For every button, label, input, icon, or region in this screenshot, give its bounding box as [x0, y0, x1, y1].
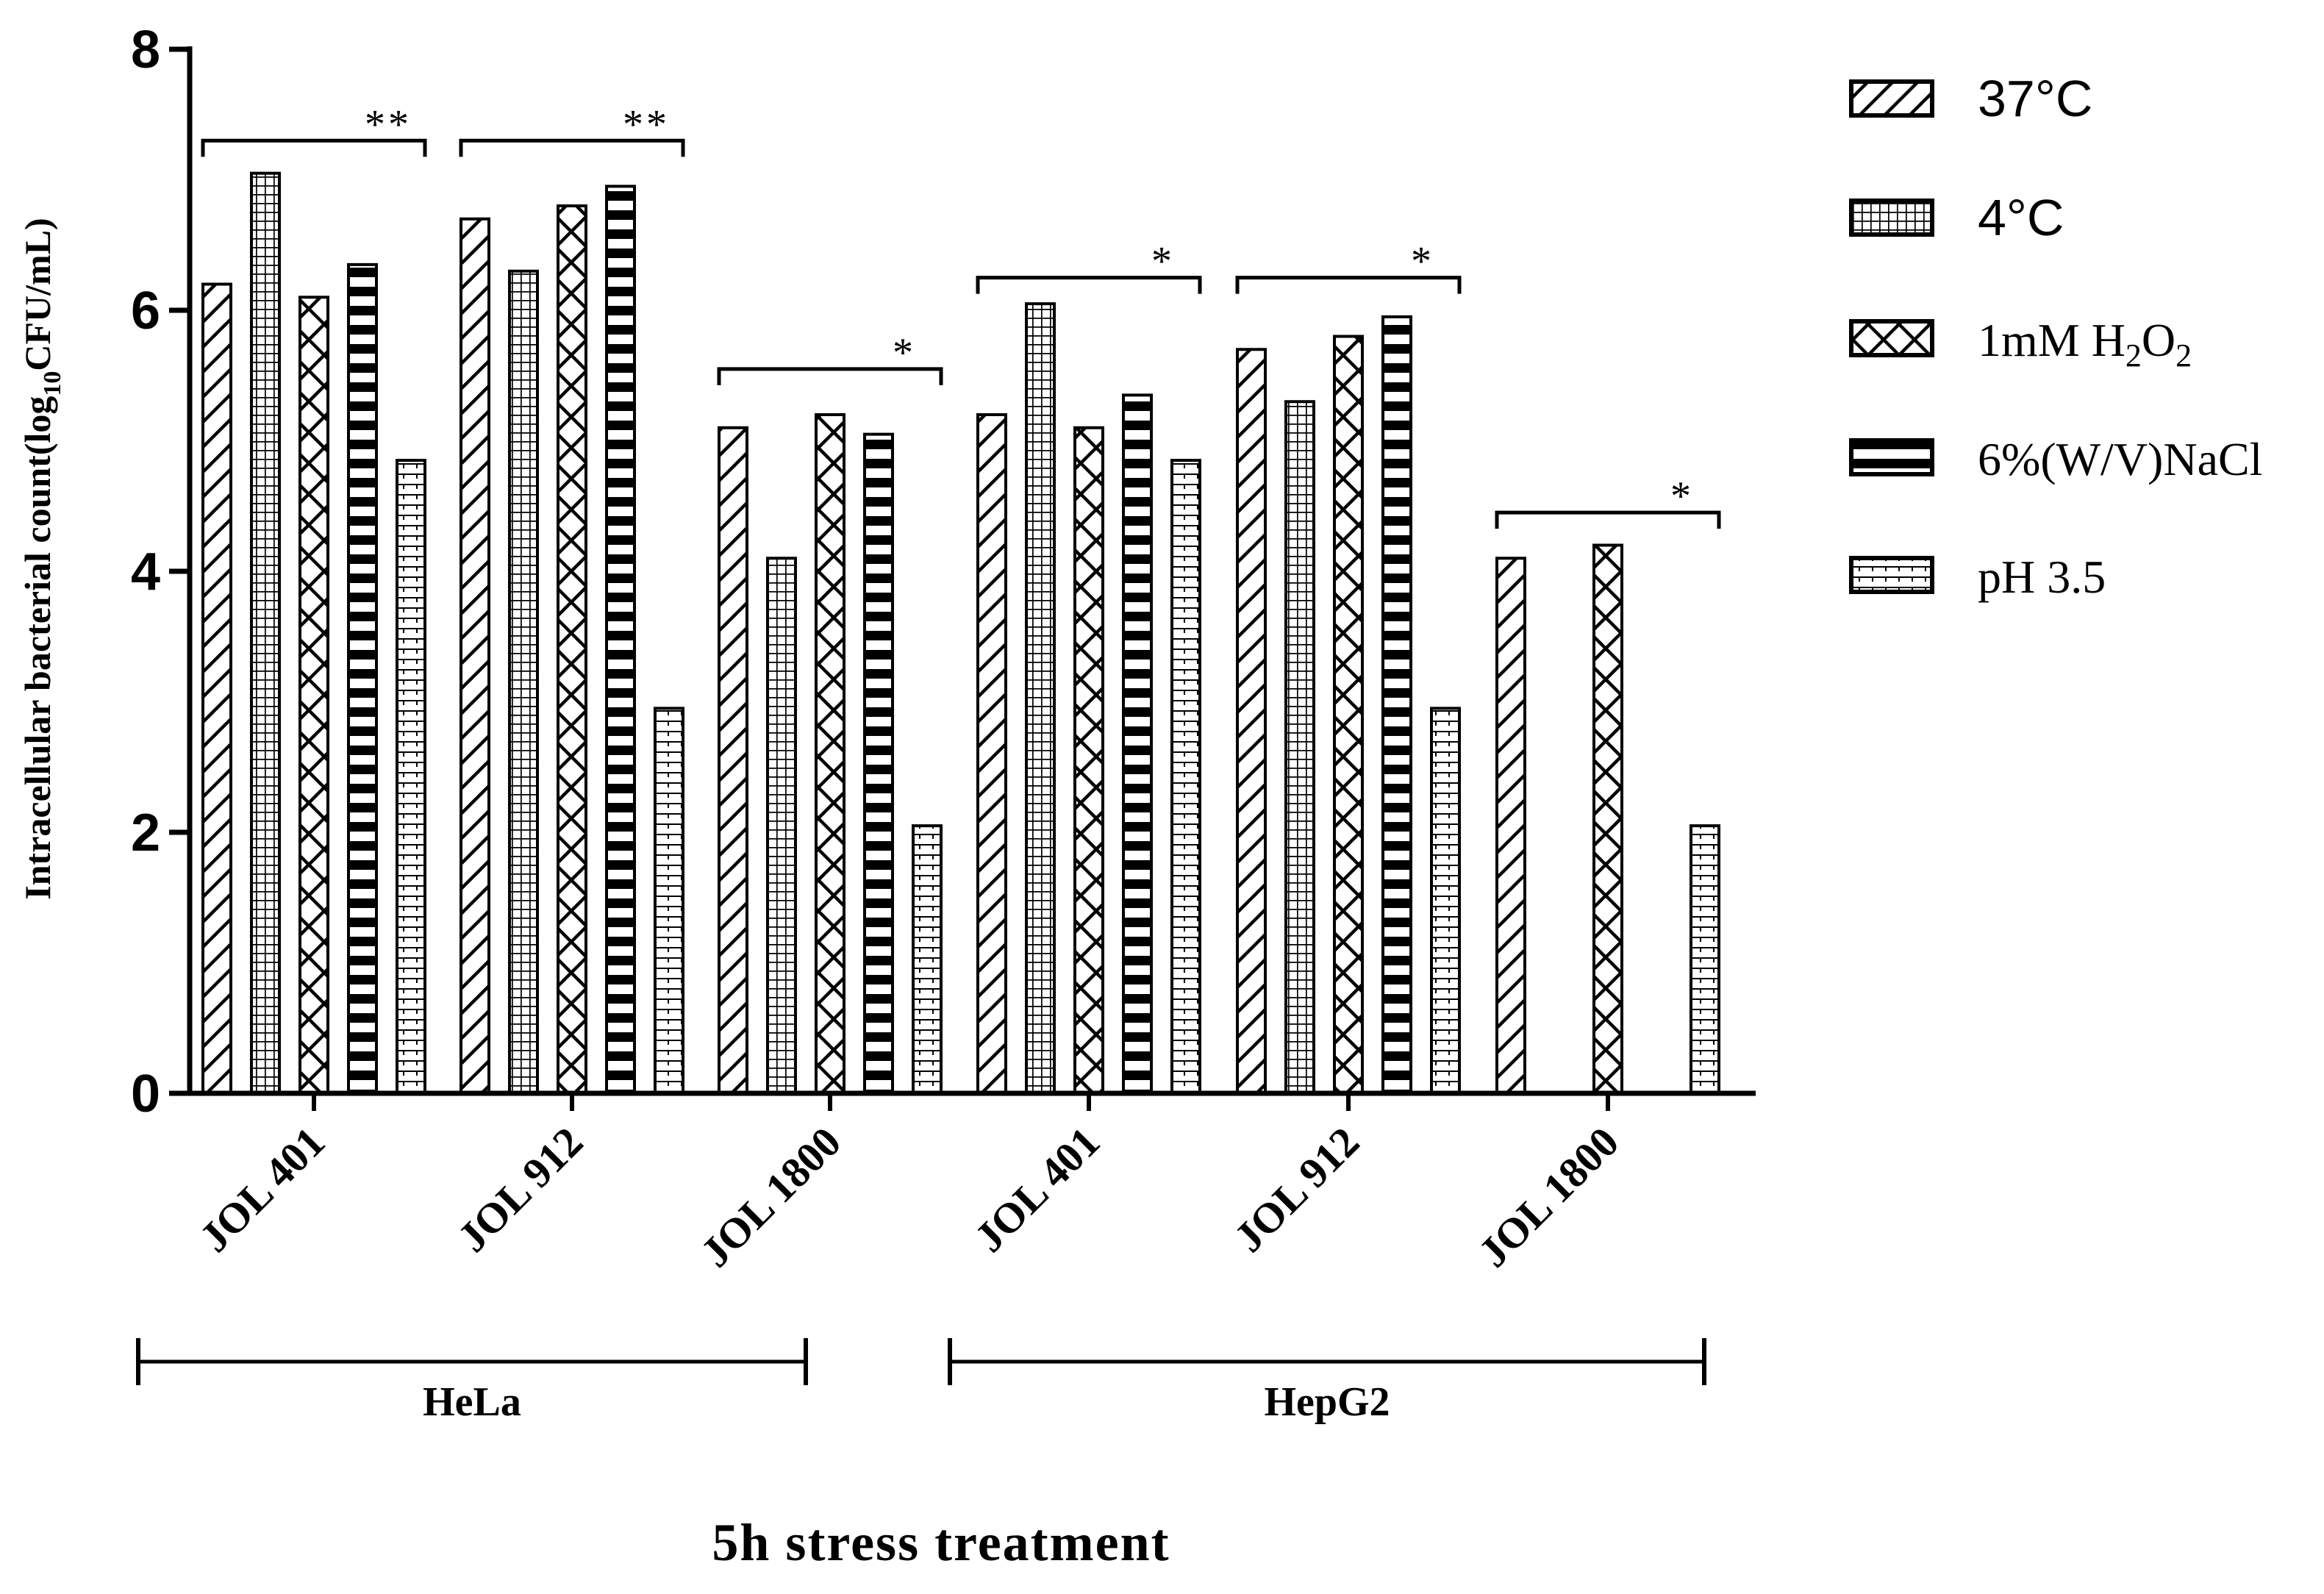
- bar-diagonal-cat1: [460, 217, 490, 1095]
- significance-bracket: [717, 367, 943, 385]
- legend-label: 37°C: [1978, 70, 2092, 127]
- bar-crosshatch-cat3: [1073, 426, 1104, 1095]
- bar-finehoriz-cat4: [1430, 707, 1461, 1095]
- legend-label: 4°C: [1978, 189, 2064, 246]
- significance-marker: *: [893, 330, 916, 376]
- bar-diagonal-cat5: [1495, 557, 1526, 1095]
- y-tick-label: 6: [131, 282, 160, 340]
- significance-marker: **: [623, 101, 670, 147]
- legend-label: pH 3.5: [1978, 551, 2106, 603]
- bar-grid-cat4: [1284, 400, 1315, 1095]
- bar-thickhoriz-cat3: [1122, 393, 1153, 1095]
- bar-diagonal-cat0: [201, 282, 232, 1095]
- y-tick-label: 8: [131, 21, 160, 79]
- legend-swatch-crosshatch: [1849, 319, 1934, 357]
- x-category-label: JOL 1800: [1469, 1118, 1628, 1276]
- significance-marker: *: [1670, 473, 1694, 519]
- x-category-label: JOL 912: [1225, 1118, 1368, 1261]
- significance-layer: ** **** **: [201, 101, 1721, 529]
- cell-line-label: HeLa: [423, 1379, 521, 1425]
- y-tick-label: 2: [131, 804, 160, 862]
- significance-bracket: [201, 138, 427, 157]
- bar-grid-cat0: [250, 171, 281, 1095]
- bar-crosshatch-cat4: [1333, 335, 1364, 1095]
- legend-swatch-diagonal: [1849, 79, 1934, 118]
- legend-swatch-grid: [1849, 199, 1934, 237]
- bar-finehoriz-cat5: [1690, 824, 1720, 1095]
- bar-finehoriz-cat0: [396, 459, 426, 1095]
- bar-finehoriz-cat2: [912, 824, 943, 1095]
- bar-thickhoriz-cat2: [863, 432, 894, 1095]
- legend-swatch-finehoriz: [1849, 556, 1934, 594]
- significance-marker: *: [1151, 239, 1175, 285]
- significance-marker: *: [1411, 239, 1434, 285]
- x-category-label: JOL 401: [965, 1118, 1109, 1261]
- bar-diagonal-cat3: [976, 413, 1007, 1095]
- bar-crosshatch-cat1: [557, 204, 587, 1095]
- x-category-label: JOL 401: [190, 1118, 334, 1261]
- bars-layer: [201, 171, 1720, 1095]
- cell-line-label: HepG2: [1264, 1379, 1390, 1425]
- bar-crosshatch-cat0: [298, 296, 329, 1095]
- x-axis-label: 5h stress treatment: [712, 1513, 1170, 1572]
- y-axis-label: Intracellular bacterial count(log10CFU/m…: [17, 218, 66, 899]
- legend-swatch-thickhoriz: [1849, 438, 1934, 476]
- bar-crosshatch-cat2: [815, 413, 845, 1095]
- bar-thickhoriz-cat4: [1381, 315, 1412, 1095]
- legend-label: 1mM H2O2: [1978, 314, 2192, 374]
- x-category-label: JOL 1800: [691, 1118, 850, 1276]
- x-category-labels: JOL 401 JOL 912 JOL 1800 JOL 401 JOL 912 JOL …: [190, 1118, 1628, 1276]
- bar-grid-cat2: [766, 557, 797, 1095]
- y-tick-label: 4: [131, 543, 160, 601]
- bar-grid-cat3: [1025, 302, 1056, 1095]
- bar-crosshatch-cat5: [1592, 543, 1623, 1095]
- bar-thickhoriz-cat1: [605, 185, 636, 1095]
- x-category-label: JOL 912: [448, 1118, 592, 1261]
- bar-diagonal-cat4: [1236, 348, 1267, 1095]
- legend-label: 6%(W/V)NaCl: [1978, 433, 2262, 485]
- bar-grid-cat1: [508, 269, 539, 1095]
- bar-finehoriz-cat3: [1170, 459, 1201, 1095]
- significance-marker: **: [365, 101, 412, 147]
- legend: 37°C 4°C 1mM H2O2 6%(W/V)NaCl pH 3.5: [1849, 70, 2262, 603]
- bar-diagonal-cat2: [718, 426, 748, 1095]
- cell-line-groups: HeLa HepG2: [136, 1338, 1706, 1425]
- axes-layer: 0 2 4 6 8: [131, 21, 1756, 1123]
- bar-thickhoriz-cat0: [347, 262, 378, 1095]
- significance-bracket: [976, 276, 1202, 294]
- bar-finehoriz-cat1: [654, 707, 684, 1095]
- significance-bracket: [459, 138, 685, 157]
- significance-bracket: [1495, 510, 1721, 529]
- y-tick-label: 0: [131, 1065, 160, 1123]
- significance-bracket: [1235, 276, 1462, 294]
